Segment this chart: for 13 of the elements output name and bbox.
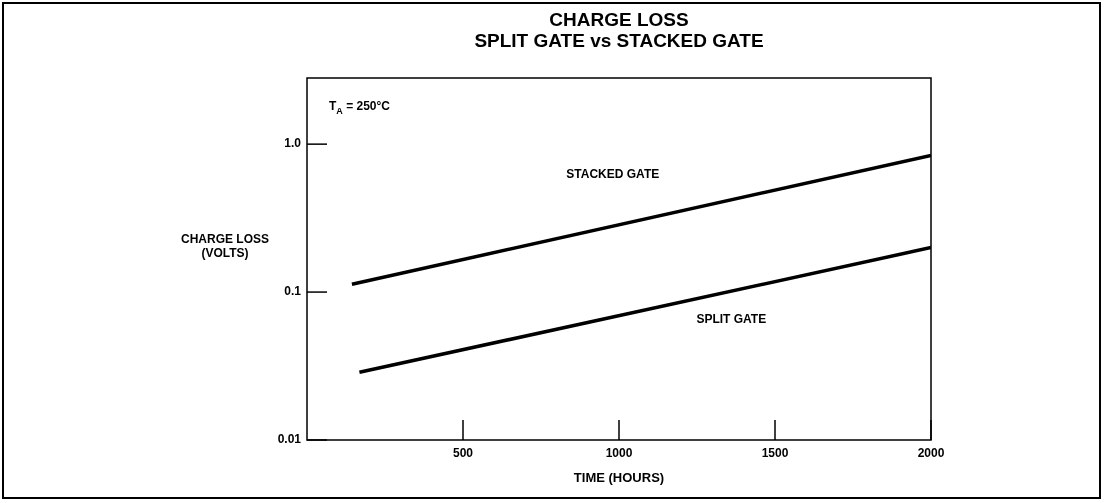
x-tick-label: 500 bbox=[452, 445, 474, 460]
x-tick-label: 1500 bbox=[761, 445, 789, 460]
series-label: SPLIT GATE bbox=[696, 312, 767, 327]
chart-subtitle: SPLIT GATE vs STACKED GATE bbox=[473, 30, 765, 51]
y-tick-label: 0.1 bbox=[284, 284, 302, 299]
x-tick-label: 2000 bbox=[917, 445, 945, 460]
x-axis-title: TIME (HOURS) bbox=[572, 470, 666, 485]
y-axis-title: CHARGE LOSS (VOLTS) bbox=[180, 232, 270, 260]
x-tick-label: 1000 bbox=[605, 445, 633, 460]
y-tick-label: 0.01 bbox=[277, 432, 302, 447]
chart-title: CHARGE LOSS bbox=[548, 9, 690, 30]
y-tick-label: 1.0 bbox=[284, 136, 302, 151]
text: STACKED GATE bbox=[566, 167, 660, 182]
